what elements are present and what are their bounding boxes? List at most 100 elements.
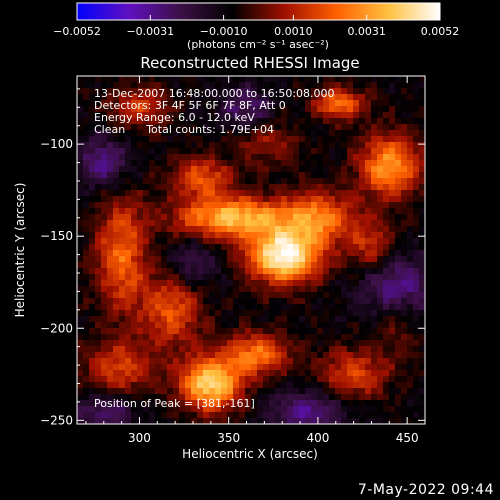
heatmap-cell [125,214,132,221]
heatmap-cell [239,88,246,95]
heatmap-cell [173,352,180,359]
heatmap-cell [83,376,90,383]
heatmap-cell [419,142,425,149]
heatmap-cell [101,232,108,239]
heatmap-cell [275,286,282,293]
heatmap-cell [137,382,144,389]
heatmap-cell [161,394,168,401]
heatmap-cell [317,376,324,383]
heatmap-cell [227,376,234,383]
heatmap-cell [131,244,138,251]
heatmap-cell [407,328,414,335]
heatmap-cell [143,142,150,149]
heatmap-cell [215,100,222,107]
heatmap-cell [233,328,240,335]
heatmap-cell [101,412,108,419]
heatmap-cell [263,400,270,407]
heatmap-cell [329,130,336,137]
heatmap-cell [389,142,396,149]
heatmap-cell [383,94,390,101]
heatmap-cell [335,322,342,329]
heatmap-cell [251,172,258,179]
heatmap-cell [173,322,180,329]
heatmap-cell [95,364,102,371]
heatmap-cell [221,154,228,161]
heatmap-cell [191,298,198,305]
heatmap-cell [347,286,354,293]
annotation-detectors: Detectors: 3F 4F 5F 6F 7F 8F, Att 0 [94,99,286,112]
heatmap-cell [113,250,120,257]
heatmap-cell [377,166,384,173]
heatmap-cell [341,316,348,323]
heatmap-cell [161,106,168,113]
heatmap-cell [197,232,204,239]
heatmap-cell [413,238,420,245]
heatmap-cell [197,358,204,365]
heatmap-cell [227,370,234,377]
heatmap-cell [137,232,144,239]
heatmap-cell [179,160,186,167]
heatmap-cell [359,412,366,419]
heatmap-cell [413,88,420,95]
heatmap-cell [233,94,240,101]
heatmap-cell [341,280,348,287]
heatmap-cell [239,304,246,311]
heatmap-cell [101,268,108,275]
heatmap-cell [407,250,414,257]
heatmap-cell [203,256,210,263]
heatmap-cell [215,328,222,335]
heatmap-cell [341,262,348,269]
heatmap-cell [167,334,174,341]
heatmap-cell [287,292,294,299]
heatmap-cell [419,358,425,365]
heatmap-cell [413,400,420,407]
heatmap-cell [203,250,210,257]
heatmap-cell [155,328,162,335]
heatmap-cell [263,238,270,245]
heatmap-cell [179,370,186,377]
heatmap-cell [107,124,114,131]
heatmap-cell [329,178,336,185]
heatmap-cell [269,394,276,401]
heatmap-cell [179,172,186,179]
heatmap-cell [245,364,252,371]
heatmap-cell [143,280,150,287]
heatmap-cell [359,286,366,293]
heatmap-cell [233,244,240,251]
heatmap-cell [257,328,264,335]
heatmap-cell [107,214,114,221]
heatmap-cell [149,136,156,143]
heatmap-cell [101,256,108,263]
heatmap-cell [149,106,156,113]
heatmap-cell [377,130,384,137]
heatmap-cell [341,334,348,341]
heatmap-cell [359,94,366,101]
heatmap-cell [377,388,384,395]
heatmap-cell [107,202,114,209]
heatmap-cell [161,130,168,137]
x-tick-label: 450 [396,431,419,445]
heatmap-cell [149,370,156,377]
heatmap-cell [245,406,252,413]
heatmap-cell [131,202,138,209]
heatmap-cell [359,142,366,149]
heatmap-cell [389,268,396,275]
heatmap-cell [305,100,312,107]
heatmap-cell [275,346,282,353]
heatmap-cell [143,406,150,413]
heatmap-cell [125,232,132,239]
heatmap-cell [263,124,270,131]
heatmap-cell [233,130,240,137]
heatmap-cell [137,394,144,401]
heatmap-cell [107,400,114,407]
heatmap-cell [149,214,156,221]
heatmap-cell [299,142,306,149]
heatmap-cell [203,184,210,191]
heatmap-cell [359,268,366,275]
heatmap-cell [221,88,228,95]
heatmap-cell [401,328,408,335]
heatmap-cell [395,88,402,95]
heatmap-cell [365,196,372,203]
heatmap-cell [233,298,240,305]
heatmap-cell [143,262,150,269]
